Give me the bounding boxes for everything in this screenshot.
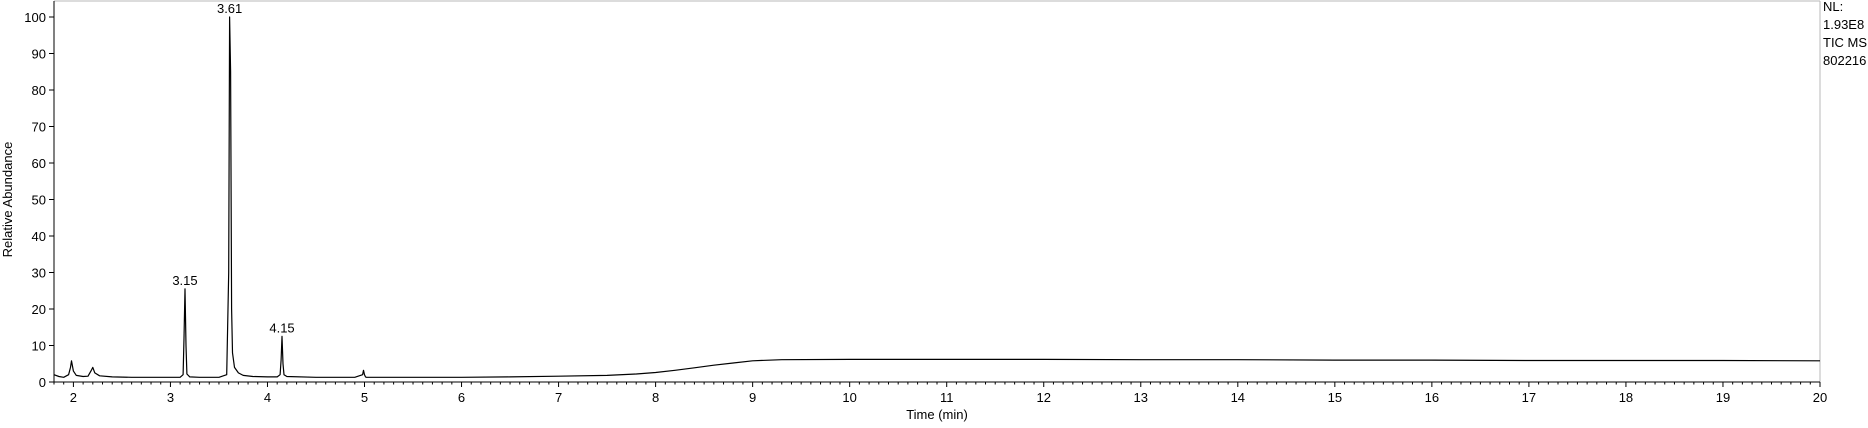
y-tick-label: 100 [24,10,46,25]
x-axis-title: Time (min) [906,407,968,422]
tic-trace [53,16,1821,378]
peak-label: 3.15 [172,273,197,288]
y-tick-label: 50 [32,193,46,208]
x-tick-label: 2 [70,390,77,405]
y-tick-label: 70 [32,120,46,135]
x-tick-label: 10 [842,390,856,405]
x-tick-label: 19 [1716,390,1730,405]
info-scan-filter: TIC MS [1823,35,1867,50]
x-tick-label: 5 [361,390,368,405]
info-nl-label: NL: [1823,0,1843,14]
x-tick-label: 9 [749,390,756,405]
peak-label: 3.61 [217,1,242,16]
x-tick-label: 17 [1522,390,1536,405]
x-tick-label: 20 [1813,390,1827,405]
x-tick-label: 15 [1328,390,1342,405]
series-layer [53,16,1821,378]
y-axis-title: Relative Abundance [0,142,15,258]
x-tick-label: 8 [652,390,659,405]
peak-labels: 3.15 3.61 4.15 [172,1,294,335]
x-tick-label: 4 [264,390,271,405]
y-tick-label: 40 [32,229,46,244]
y-tick-label: 20 [32,302,46,317]
info-file-name: 802216 [1823,53,1866,68]
x-tick-label: 12 [1037,390,1051,405]
x-tick-label: 6 [458,390,465,405]
x-ticks: 2 3 4 5 6 7 8 9 10 11 12 13 14 15 16 17 18 19 20 [53,382,1827,405]
x-tick-label: 3 [167,390,174,405]
y-tick-label: 10 [32,339,46,354]
y-tick-label: 80 [32,83,46,98]
x-tick-label: 18 [1619,390,1633,405]
info-block: NL: 1.93E8 TIC MS 802216 [1823,0,1867,68]
info-nl-value: 1.93E8 [1823,17,1864,32]
peak-label: 4.15 [269,320,294,335]
x-tick-label: 11 [940,390,954,405]
y-tick-label: 30 [32,266,46,281]
x-tick-label: 16 [1425,390,1439,405]
x-tick-label: 13 [1134,390,1148,405]
x-tick-label: 7 [555,390,562,405]
y-tick-label: 0 [39,375,46,390]
x-tick-label: 14 [1231,390,1245,405]
plot-frame [54,0,1821,382]
y-ticks: 0 10 20 30 40 50 60 70 80 90 100 [24,10,54,390]
y-tick-label: 90 [32,47,46,62]
y-tick-label: 60 [32,156,46,171]
